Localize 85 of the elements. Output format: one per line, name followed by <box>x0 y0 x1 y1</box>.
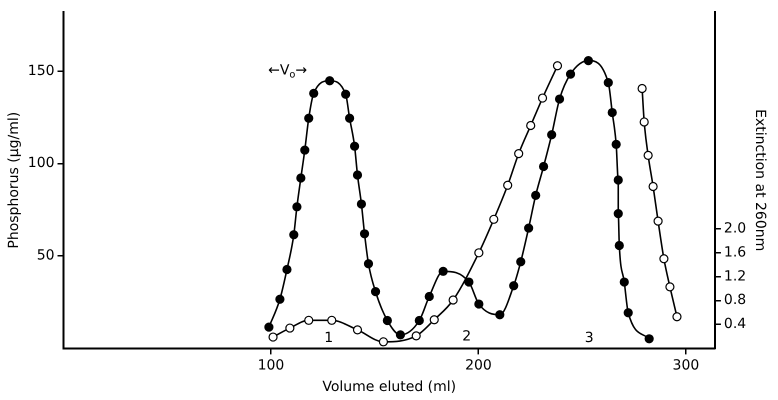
point <box>538 93 548 103</box>
point <box>644 334 654 344</box>
point <box>524 223 534 233</box>
x-tick-label: 100 <box>258 357 284 374</box>
point <box>300 145 310 155</box>
point <box>438 266 448 276</box>
y-tick-label: 150 <box>28 62 55 79</box>
point <box>341 90 350 99</box>
point <box>665 282 675 292</box>
point <box>289 230 298 240</box>
point <box>352 325 362 334</box>
point <box>640 117 649 127</box>
point <box>514 149 524 158</box>
point <box>378 337 388 346</box>
point <box>382 316 392 326</box>
point <box>296 173 306 183</box>
point <box>547 130 556 140</box>
point <box>370 287 380 296</box>
x-tick-label: 200 <box>465 357 492 374</box>
y2-tick-label: 1.6 <box>724 244 746 260</box>
point <box>552 61 562 70</box>
y2-axis-title: Extinction at 260nm <box>752 109 768 252</box>
y2-tick-label: 0.4 <box>724 316 746 332</box>
point <box>474 299 484 309</box>
point <box>624 308 633 318</box>
point <box>327 316 336 325</box>
y2-tick-label: 2.0 <box>724 220 746 237</box>
point <box>364 259 374 268</box>
point <box>282 264 292 274</box>
y-axis-title: Phosphorus (μg/ml) <box>6 112 22 249</box>
point <box>396 330 406 340</box>
point <box>648 182 658 192</box>
point <box>356 199 366 209</box>
point <box>412 331 421 340</box>
point <box>620 277 629 287</box>
point <box>304 316 314 325</box>
y2-tick-label: 0.8 <box>724 292 746 308</box>
point <box>531 190 540 200</box>
y-tick-label: 100 <box>28 155 55 172</box>
point <box>644 150 653 160</box>
y2-tick-label: 1.2 <box>724 268 746 284</box>
point <box>325 76 334 86</box>
point <box>292 202 302 212</box>
point <box>608 108 617 118</box>
point <box>430 315 439 324</box>
point <box>495 310 504 320</box>
point <box>554 94 564 104</box>
x-axis-title: Volume eluted (ml) <box>322 379 456 396</box>
point <box>285 323 294 333</box>
point <box>604 78 613 88</box>
point <box>474 248 484 258</box>
point <box>304 114 314 123</box>
point <box>309 88 318 98</box>
point <box>516 257 526 266</box>
point <box>612 140 621 149</box>
y-tick-label: 50 <box>36 248 55 264</box>
point <box>345 114 354 123</box>
point <box>614 209 623 218</box>
point <box>566 70 576 79</box>
point <box>350 142 360 151</box>
point <box>264 322 274 332</box>
point <box>659 254 668 264</box>
point <box>638 84 647 94</box>
point <box>672 312 682 322</box>
point <box>489 214 498 224</box>
point <box>614 175 623 185</box>
point <box>584 56 593 66</box>
point <box>614 240 624 250</box>
point <box>360 229 370 238</box>
x-tick-label: 300 <box>672 357 700 374</box>
point <box>414 316 424 326</box>
point <box>352 170 362 180</box>
point <box>503 180 512 190</box>
point <box>275 294 284 304</box>
annotation: 2 <box>462 328 472 345</box>
point <box>464 277 474 287</box>
point <box>538 162 548 172</box>
point <box>268 332 278 342</box>
annotation: 1 <box>324 330 334 346</box>
annotation: 3 <box>584 330 594 346</box>
point <box>448 295 458 305</box>
point <box>509 281 518 290</box>
point <box>526 120 536 130</box>
point <box>424 292 434 302</box>
point <box>653 216 663 226</box>
